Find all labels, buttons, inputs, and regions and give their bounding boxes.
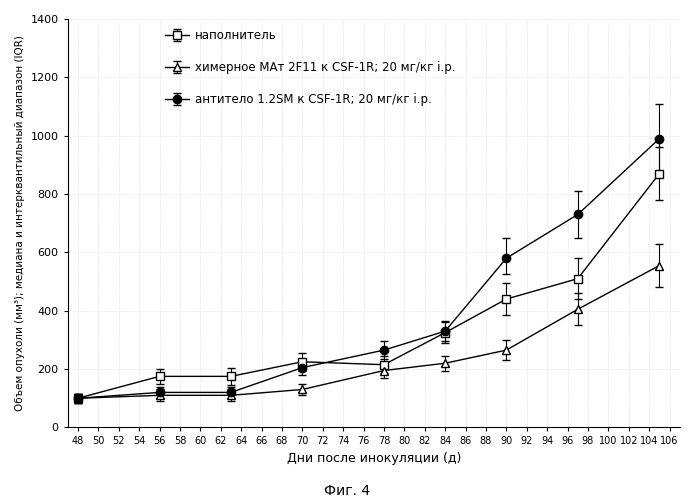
Y-axis label: Объем опухоли (мм³); медиана и интерквантильный диапазон (IQR): Объем опухоли (мм³); медиана и интеркван… <box>15 36 25 411</box>
Legend: наполнитель, химерное МАт 2F11 к CSF-1R; 20 мг/кг i.p., антитело 1.2SM к CSF-1R;: наполнитель, химерное МАт 2F11 к CSF-1R;… <box>165 29 455 106</box>
X-axis label: Дни после инокуляции (д): Дни после инокуляции (д) <box>286 452 461 465</box>
Text: Фиг. 4: Фиг. 4 <box>325 484 370 498</box>
